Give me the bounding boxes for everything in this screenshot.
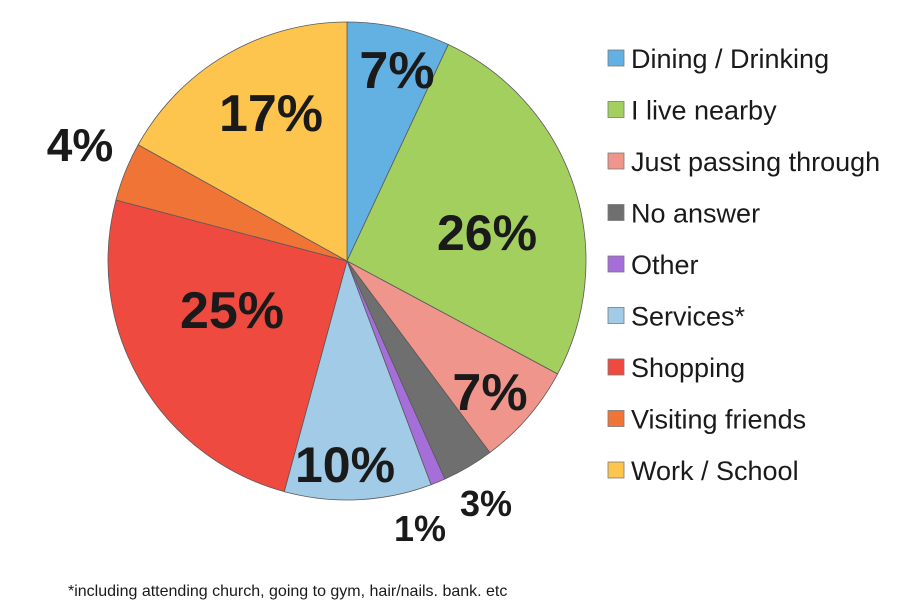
slice-services [283, 259, 432, 501]
legend-label-visiting-friends: Visiting friends [631, 405, 806, 435]
slice-labels: 7% 26% 7% 3% 1% 10% 25% 4% 17% [47, 42, 537, 549]
slice-label-no-answer: 3% [460, 483, 512, 524]
slice-label-services: 10% [295, 437, 395, 493]
legend-label-just-passing-through: Just passing through [631, 147, 880, 177]
slice-label-dining-drinking: 7% [359, 42, 434, 100]
legend-swatch-other [607, 255, 625, 273]
legend: Dining / Drinking I live nearby Just passi… [607, 44, 880, 486]
legend-swatch-dining-drinking [607, 49, 625, 67]
legend-label-i-live-nearby: I live nearby [631, 96, 777, 126]
slice-label-i-live-nearby: 26% [437, 205, 537, 261]
footnote: *including attending church, going to gy… [68, 583, 508, 600]
slice-label-just-passing-through: 7% [452, 364, 527, 422]
slice-dining-drinking [346, 21, 449, 262]
slice-i-live-nearby [346, 43, 587, 375]
slice-just-passing-through [346, 260, 559, 454]
legend-swatch-services [607, 307, 625, 324]
legend-label-other: Other [631, 250, 699, 280]
slice-label-other: 1% [394, 508, 446, 549]
legend-swatch-no-answer [607, 204, 625, 221]
legend-swatch-visiting-friends [607, 410, 625, 427]
legend-label-services: Services* [631, 302, 746, 332]
legend-label-shopping: Shopping [631, 353, 745, 383]
legend-swatch-shopping [607, 358, 625, 376]
legend-label-dining-drinking: Dining / Drinking [631, 44, 829, 74]
slice-label-visiting-friends: 4% [47, 119, 113, 171]
legend-swatch-just-passing-through [607, 152, 625, 170]
slice-label-shopping: 25% [180, 282, 284, 340]
legend-swatch-work-school [607, 461, 625, 479]
legend-label-no-answer: No answer [631, 199, 760, 229]
legend-swatch-i-live-nearby [607, 101, 625, 118]
slice-label-work-school: 17% [219, 85, 323, 143]
slice-work-school [137, 21, 348, 262]
pie-slices [107, 21, 587, 501]
legend-label-work-school: Work / School [631, 456, 799, 486]
slice-shopping [107, 199, 348, 493]
